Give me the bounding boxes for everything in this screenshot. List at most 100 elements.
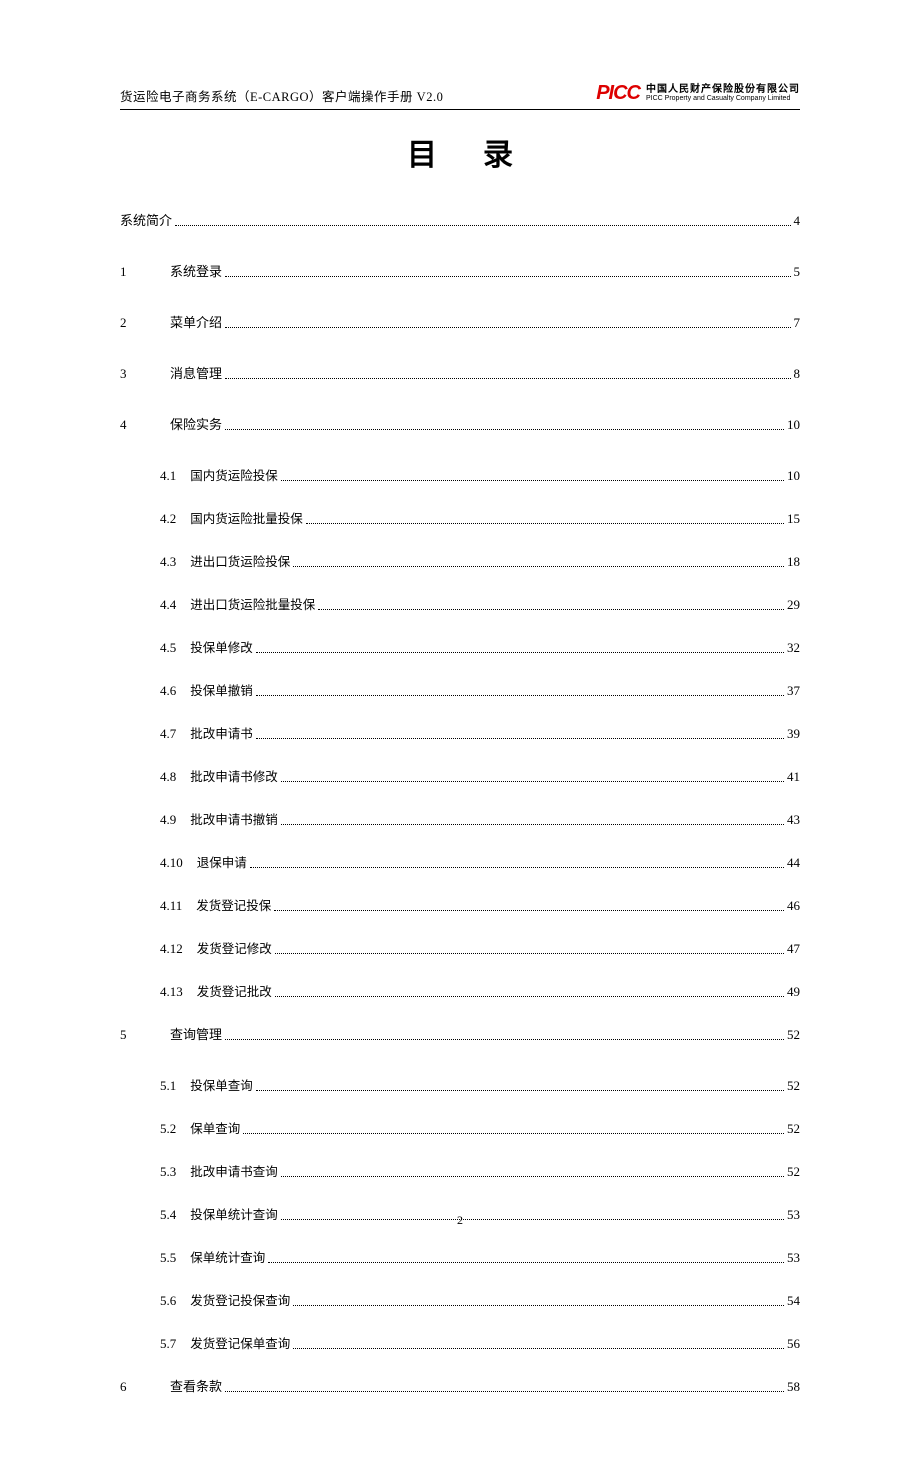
toc-entry: 5.3批改申请书查询52	[120, 1161, 800, 1180]
toc-leader-dots	[274, 910, 784, 911]
toc-entry: 5.7发货登记保单查询 56	[120, 1333, 800, 1352]
toc-entry-number: 4.7	[120, 726, 190, 742]
toc-entry-page: 52	[787, 1027, 800, 1043]
toc-entry: 4.5投保单修改32	[120, 637, 800, 656]
toc-leader-dots	[293, 1348, 784, 1349]
toc-entry-page: 56	[787, 1336, 800, 1352]
toc-entry-label: 发货登记保单查询	[190, 1333, 290, 1352]
toc-leader-dots	[243, 1133, 784, 1134]
toc-entry-number: 4	[120, 417, 170, 433]
toc-entry-page: 7	[794, 315, 801, 331]
toc-entry-label: 批改申请书修改	[190, 766, 278, 785]
toc-entry-page: 10	[787, 468, 800, 484]
toc-leader-dots	[256, 652, 784, 653]
toc-leader-dots	[281, 480, 784, 481]
toc-leader-dots	[256, 695, 784, 696]
toc-entry-label: 查看条款	[170, 1376, 222, 1395]
toc-entry-label: 查询管理	[170, 1024, 222, 1043]
toc-entry-number: 1	[120, 264, 170, 280]
toc-leader-dots	[256, 1090, 784, 1091]
toc-entry: 4.9批改申请书撤销 43	[120, 809, 800, 828]
toc-entry: 4.2国内货运险批量投保15	[120, 508, 800, 527]
toc-entry-label: 保单查询	[190, 1118, 240, 1137]
toc-entry-page: 52	[787, 1164, 800, 1180]
toc-entry: 5.1投保单查询 52	[120, 1075, 800, 1094]
toc-leader-dots	[275, 996, 784, 997]
toc-entry-number: 4.5	[120, 640, 190, 656]
toc-entry: 1系统登录5	[120, 261, 800, 280]
toc-entry-label: 进出口货运险批量投保	[190, 594, 315, 613]
toc-entry-number: 4.3	[120, 554, 190, 570]
toc-entry-label: 退保申请	[197, 852, 247, 871]
logo-english-name: PICC Property and Casualty Company Limit…	[646, 95, 800, 103]
toc-entry: 4.10退保申请44	[120, 852, 800, 871]
toc-leader-dots	[225, 276, 790, 277]
toc-entry-label: 投保单撤销	[190, 680, 253, 699]
toc-entry: 4.8批改申请书修改 41	[120, 766, 800, 785]
toc-entry-page: 52	[787, 1121, 800, 1137]
toc-entry-label: 菜单介绍	[170, 312, 222, 331]
toc-entry-number: 4.9	[120, 812, 190, 828]
toc-entry-page: 46	[787, 898, 800, 914]
toc-entry-label: 发货登记修改	[197, 938, 272, 957]
toc-entry-page: 53	[787, 1250, 800, 1266]
toc-leader-dots	[250, 867, 784, 868]
toc-entry-label: 投保单查询	[190, 1075, 253, 1094]
toc-entry-number: 4.8	[120, 769, 190, 785]
toc-entry: 2菜单介绍7	[120, 312, 800, 331]
toc-entry-number: 4.10	[120, 855, 197, 871]
toc-entry: 4.1国内货运险投保10	[120, 465, 800, 484]
toc-entry-number: 5.6	[120, 1293, 190, 1309]
toc-entry-number: 4.11	[120, 898, 196, 914]
toc-entry-page: 47	[787, 941, 800, 957]
toc-entry-number: 4.13	[120, 984, 197, 1000]
toc-leader-dots	[281, 824, 784, 825]
toc-entry-page: 8	[794, 366, 801, 382]
toc-entry: 3消息管理8	[120, 363, 800, 382]
toc-leader-dots	[175, 225, 790, 226]
toc-entry: 5.6发货登记投保查询54	[120, 1290, 800, 1309]
toc-entry-label: 批改申请书撤销	[190, 809, 278, 828]
toc-entry-label: 保单统计查询	[190, 1247, 265, 1266]
toc-entry-number: 5.7	[120, 1336, 190, 1352]
toc-leader-dots	[225, 429, 784, 430]
toc-entry: 5查询管理52	[120, 1024, 800, 1043]
document-page: 货运险电子商务系统（E-CARGO）客户端操作手册 V2.0 PICC 中国人民…	[0, 0, 920, 1467]
logo-text: 中国人民财产保险股份有限公司 PICC Property and Casualt…	[646, 84, 800, 103]
toc-entry-number: 4.12	[120, 941, 197, 957]
toc-leader-dots	[293, 1305, 784, 1306]
toc-entry: 4.11发货登记投保46	[120, 895, 800, 914]
toc-leader-dots	[281, 1176, 784, 1177]
page-number: 2	[0, 1213, 920, 1228]
toc-entry-page: 4	[794, 213, 801, 229]
toc-entry: 4.4进出口货运险批量投保29	[120, 594, 800, 613]
toc-entry: 系统简介 4	[120, 210, 800, 229]
toc-entry-number: 4.1	[120, 468, 190, 484]
toc-leader-dots	[225, 327, 790, 328]
toc-entry: 4.6投保单撤销37	[120, 680, 800, 699]
toc-leader-dots	[281, 781, 784, 782]
toc-entry-page: 18	[787, 554, 800, 570]
toc-leader-dots	[275, 953, 784, 954]
logo-chinese-name: 中国人民财产保险股份有限公司	[646, 84, 800, 95]
toc-entry-number: 3	[120, 366, 170, 382]
toc-entry-label: 批改申请书	[190, 723, 253, 742]
toc-entry-page: 49	[787, 984, 800, 1000]
toc-entry-page: 43	[787, 812, 800, 828]
toc-leader-dots	[225, 378, 790, 379]
toc-entry-label: 系统简介	[120, 210, 172, 229]
toc-entry-page: 41	[787, 769, 800, 785]
toc-entry-page: 10	[787, 417, 800, 433]
toc-entry-page: 54	[787, 1293, 800, 1309]
toc-entry-label: 保险实务	[170, 414, 222, 433]
toc-leader-dots	[318, 609, 784, 610]
toc-leader-dots	[293, 566, 784, 567]
toc-entry-page: 52	[787, 1078, 800, 1094]
toc-entry-page: 32	[787, 640, 800, 656]
page-header: 货运险电子商务系统（E-CARGO）客户端操作手册 V2.0 PICC 中国人民…	[120, 82, 800, 110]
toc-entry: 4.3进出口货运险投保18	[120, 551, 800, 570]
toc-entry-number: 5.1	[120, 1078, 190, 1094]
toc-leader-dots	[268, 1262, 784, 1263]
toc-entry-number: 4.2	[120, 511, 190, 527]
toc-entry-number: 4.4	[120, 597, 190, 613]
